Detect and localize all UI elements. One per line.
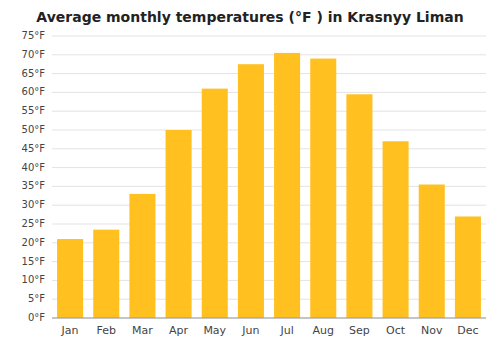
bar bbox=[274, 53, 300, 318]
x-tick-label: Jan bbox=[61, 324, 79, 337]
grid-line bbox=[52, 73, 486, 74]
y-tick-label: 40°F bbox=[22, 162, 46, 173]
x-axis: Jan Feb Mar Apr May Jun Jul Aug Sep Oct Nov Dec bbox=[61, 324, 479, 337]
grid-line bbox=[52, 111, 486, 112]
x-tick-label: Jul bbox=[279, 324, 293, 337]
grid-line bbox=[52, 167, 486, 168]
y-tick-label: 5°F bbox=[28, 293, 45, 304]
x-tick-label: Aug bbox=[313, 324, 334, 337]
bars bbox=[57, 53, 481, 318]
y-tick-label: 50°F bbox=[22, 124, 46, 135]
x-axis-line bbox=[52, 318, 486, 319]
grid-line bbox=[52, 54, 486, 55]
y-tick-label: 0°F bbox=[28, 312, 45, 323]
bar bbox=[57, 239, 83, 318]
x-tick-label: Apr bbox=[169, 324, 189, 337]
bar bbox=[346, 94, 372, 318]
x-tick-label: Nov bbox=[421, 324, 443, 337]
x-tick-label: May bbox=[203, 324, 226, 337]
y-tick-label: 30°F bbox=[22, 199, 46, 210]
bar bbox=[455, 216, 481, 318]
y-tick-label: 10°F bbox=[22, 274, 46, 285]
y-axis: 0°F 5°F 10°F 15°F 20°F 25°F 30°F 35°F 40°F 45°F 50… bbox=[22, 30, 46, 323]
bar bbox=[129, 194, 155, 318]
grid-line bbox=[52, 92, 486, 93]
y-tick-label: 15°F bbox=[22, 256, 46, 267]
grid-line bbox=[52, 318, 486, 319]
x-tick-label: Oct bbox=[386, 324, 406, 337]
y-tick-label: 45°F bbox=[22, 143, 46, 154]
y-tick-label: 25°F bbox=[22, 218, 46, 229]
bar bbox=[383, 141, 409, 318]
y-tick-label: 20°F bbox=[22, 237, 46, 248]
bar bbox=[93, 230, 119, 318]
y-tick-label: 55°F bbox=[22, 105, 46, 116]
y-tick-label: 60°F bbox=[22, 86, 46, 97]
chart: 0°F 5°F 10°F 15°F 20°F 25°F 30°F 35°F 40°F 45°F 50… bbox=[0, 0, 500, 350]
y-tick-label: 75°F bbox=[22, 30, 46, 41]
bar bbox=[310, 59, 336, 318]
bar bbox=[419, 185, 445, 318]
bar bbox=[202, 89, 228, 318]
grid bbox=[52, 36, 486, 318]
grid-line bbox=[52, 36, 486, 37]
title: Average monthly temperatures (°F ) in Kr… bbox=[36, 9, 463, 25]
y-tick-label: 70°F bbox=[22, 49, 46, 60]
x-tick-label: Mar bbox=[132, 324, 153, 337]
x-tick-label: Dec bbox=[457, 324, 478, 337]
grid-line bbox=[52, 130, 486, 131]
bar bbox=[238, 64, 264, 318]
grid-line bbox=[52, 148, 486, 149]
x-tick-label: Jun bbox=[241, 324, 259, 337]
y-tick-label: 35°F bbox=[22, 180, 46, 191]
y-tick-label: 65°F bbox=[22, 68, 46, 79]
bar bbox=[166, 130, 192, 318]
x-tick-label: Feb bbox=[97, 324, 116, 337]
x-tick-label: Sep bbox=[349, 324, 370, 337]
